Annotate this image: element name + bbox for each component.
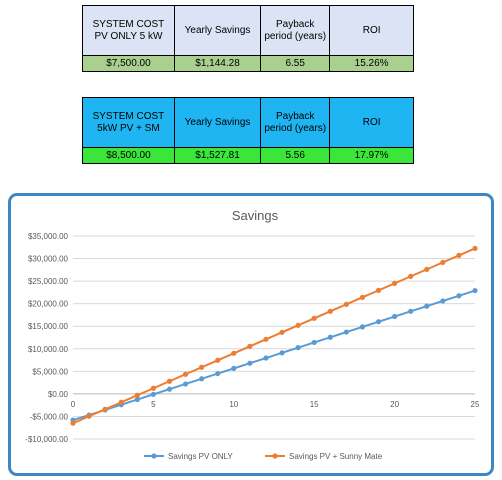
data-point	[231, 350, 237, 356]
data-point	[392, 280, 398, 286]
data-point	[472, 245, 478, 252]
data-point	[375, 319, 382, 325]
system-cost-header: SYSTEM COST 5kW PV + SM	[82, 97, 175, 148]
y-tick-label: $20,000.00	[28, 300, 69, 309]
y-tick-label: $0.00	[48, 390, 69, 399]
system-cost-header: SYSTEM COST PV ONLY 5 kW	[82, 5, 175, 56]
data-point	[424, 266, 430, 272]
data-point	[182, 381, 189, 387]
yearly-savings-header: Yearly Savings	[173, 97, 262, 148]
data-point	[134, 396, 140, 403]
data-point	[263, 355, 269, 361]
roi-value: 17.97%	[329, 147, 414, 164]
data-point	[182, 371, 189, 377]
data-point	[70, 420, 76, 426]
data-point	[215, 357, 221, 363]
data-point	[424, 303, 430, 309]
data-point	[279, 329, 285, 335]
legend-marker	[151, 453, 157, 459]
data-point	[199, 376, 205, 382]
data-point	[327, 308, 333, 314]
data-point	[263, 336, 269, 342]
y-tick-label: $10,000.00	[28, 345, 69, 354]
data-point	[247, 360, 253, 366]
yearly-savings-header: Yearly Savings	[173, 5, 262, 56]
legend: Savings PV ONLY Savings PV + Sunny Mate	[144, 452, 383, 461]
data-point	[327, 334, 333, 340]
data-point	[118, 399, 124, 405]
x-tick-label: 20	[390, 400, 399, 409]
data-point	[311, 315, 317, 321]
system-cost-value: $8,500.00	[82, 147, 175, 164]
x-tick-label: 10	[229, 400, 238, 409]
y-tick-label: $30,000.00	[28, 255, 69, 264]
data-point	[456, 293, 462, 299]
series-line	[72, 247, 476, 425]
data-point	[150, 385, 156, 391]
savings-chart-svg: Savings -$10,000.00 -$5,000.00 $0.00 $5,000…	[25, 208, 480, 461]
y-tick-label: -$5,000.00	[30, 412, 69, 421]
payback-period-header: Payback period (years)	[260, 5, 331, 56]
y-tick-label: $25,000.00	[28, 277, 69, 286]
data-point	[343, 301, 349, 307]
yearly-savings-value: $1,144.28	[173, 55, 262, 72]
y-tick-label: $15,000.00	[28, 322, 69, 331]
series-line	[72, 289, 476, 422]
legend-label: Savings PV ONLY	[168, 452, 233, 461]
data-point	[231, 365, 237, 372]
data-point	[150, 391, 156, 397]
legend-label: Savings PV + Sunny Mate	[289, 452, 383, 461]
data-point	[359, 294, 366, 300]
axes: -$10,000.00 -$5,000.00 $0.00 $5,000.00 $10,0…	[25, 232, 480, 444]
yearly-savings-value: $1,527.81	[173, 147, 262, 164]
payback-period-value: 5.56	[260, 147, 331, 164]
payback-period-header: Payback period (years)	[260, 97, 331, 148]
y-tick-label: -$10,000.00	[25, 435, 68, 444]
data-point	[456, 252, 462, 258]
data-point	[359, 324, 366, 330]
data-point	[440, 298, 446, 304]
data-point	[134, 392, 140, 398]
y-tick-label: $35,000.00	[28, 232, 69, 241]
x-tick-label: 15	[310, 400, 319, 409]
pv-sm-cost-table: SYSTEM COST 5kW PV + SM Yearly Savings P…	[82, 97, 414, 164]
data-point	[102, 406, 108, 412]
payback-period-value: 6.55	[260, 55, 331, 72]
data-point	[408, 308, 414, 314]
gridlines	[73, 235, 475, 440]
savings-chart: Savings -$10,000.00 -$5,000.00 $0.00 $5,000…	[8, 193, 494, 476]
data-point	[295, 345, 301, 351]
roi-header: ROI	[329, 5, 414, 56]
x-tick-label: 25	[471, 400, 480, 409]
data-point	[215, 370, 221, 377]
data-point	[279, 350, 285, 356]
data-point	[392, 313, 398, 320]
data-point	[166, 378, 173, 384]
data-point	[295, 322, 301, 328]
data-point	[166, 386, 173, 392]
data-point	[86, 413, 92, 419]
data-point	[440, 259, 446, 265]
roi-value: 15.26%	[329, 55, 414, 72]
x-tick-label: 5	[151, 400, 156, 409]
series-lines	[70, 245, 478, 426]
data-point	[408, 273, 414, 279]
chart-title: Savings	[232, 208, 279, 223]
roi-header: ROI	[329, 97, 414, 148]
data-point	[375, 287, 382, 293]
x-tick-label: 0	[71, 400, 76, 409]
pv-only-cost-table: SYSTEM COST PV ONLY 5 kW Yearly Savings …	[82, 5, 414, 72]
y-tick-label: $5,000.00	[32, 367, 68, 376]
system-cost-value: $7,500.00	[82, 55, 175, 72]
data-point	[472, 287, 478, 294]
data-point	[199, 364, 205, 370]
data-point	[247, 343, 253, 349]
data-point	[311, 339, 317, 346]
data-point	[343, 329, 349, 335]
legend-marker	[272, 453, 278, 459]
